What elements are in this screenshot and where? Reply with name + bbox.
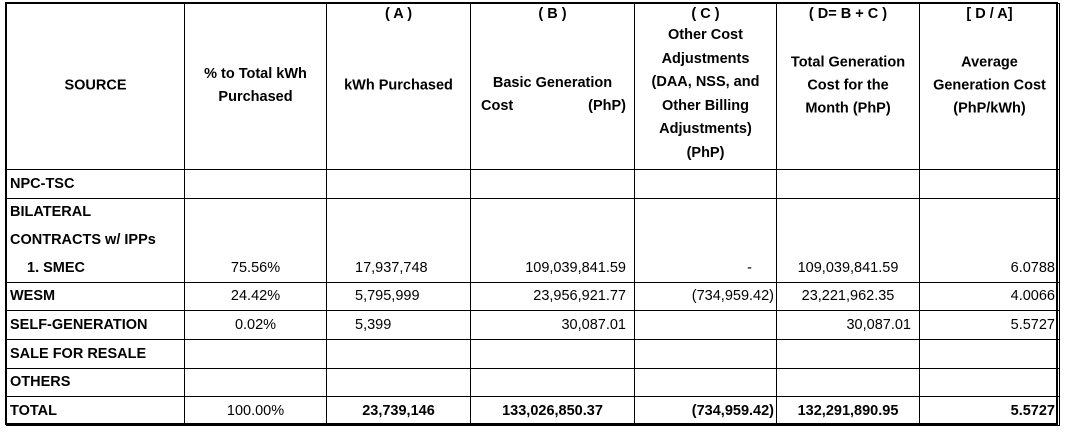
row-self-generation: SELF-GENERATION 0.02% 5,399 30,087.01 30… bbox=[6, 310, 1060, 340]
kwh-cell: 5,795,999 bbox=[326, 281, 471, 312]
kwh-cell: 23,739,146 bbox=[326, 396, 471, 426]
source-label: CONTRACTS w/ IPPs bbox=[6, 226, 185, 254]
row-wesm: WESM 24.42% 5,795,999 23,956,921.77 (734… bbox=[6, 281, 1060, 312]
generation-cost-table: SOURCE % to Total kWh Purchased ( A ) kW… bbox=[6, 3, 1060, 426]
row-sale-for-resale: SALE FOR RESALE bbox=[6, 338, 1060, 369]
avg-cost-cell: 5.5727 bbox=[919, 396, 1060, 426]
other-cost-cell bbox=[634, 310, 777, 340]
total-cost-cell: 30,087.01 bbox=[776, 310, 920, 340]
source-label: OTHERS bbox=[6, 367, 185, 398]
pct-cell: 75.56% bbox=[184, 253, 327, 283]
header-pct-total: % to Total kWh Purchased bbox=[184, 3, 327, 170]
total-cost-cell: 132,291,890.95 bbox=[776, 396, 920, 426]
header-total-generation-cost: ( D= B + C ) Total Generation Cost for t… bbox=[776, 3, 920, 170]
avg-cost-cell: 4.0066 bbox=[919, 281, 1060, 312]
basic-cost-cell: 30,087.01 bbox=[470, 310, 635, 340]
source-label: SELF-GENERATION bbox=[6, 310, 185, 340]
source-label: BILATERAL bbox=[6, 197, 185, 227]
header-source: SOURCE bbox=[6, 3, 185, 170]
avg-cost-cell: 5.5727 bbox=[919, 310, 1060, 340]
pct-cell: 0.02% bbox=[184, 310, 327, 340]
other-cost-cell: (734,959.42) bbox=[634, 281, 777, 312]
row-total: TOTAL 100.00% 23,739,146 133,026,850.37 … bbox=[6, 396, 1060, 426]
header-basic-generation-cost: ( B ) Basic Generation Cost (PhP) bbox=[470, 3, 635, 170]
kwh-cell: 5,399 bbox=[326, 310, 471, 340]
basic-cost-cell: 133,026,850.37 bbox=[470, 396, 635, 426]
other-cost-cell: (734,959.42) bbox=[634, 396, 777, 426]
total-cost-cell: 23,221,962.35 bbox=[776, 281, 920, 312]
total-cost-cell: 109,039,841.59 bbox=[776, 253, 920, 283]
header-other-cost-adjustments: ( C ) Other Cost Adjustments (DAA, NSS, … bbox=[634, 3, 777, 170]
row-others: OTHERS bbox=[6, 367, 1060, 398]
source-label: 1. SMEC bbox=[6, 253, 185, 283]
avg-cost-cell: 6.0788 bbox=[919, 253, 1060, 283]
pct-cell: 100.00% bbox=[184, 396, 327, 426]
row-npc-tsc: NPC-TSC bbox=[6, 168, 1060, 199]
basic-cost-cell: 109,039,841.59 bbox=[470, 253, 635, 283]
row-bilateral-cont: CONTRACTS w/ IPPs bbox=[6, 226, 1060, 254]
row-bilateral: BILATERAL bbox=[6, 197, 1060, 227]
source-label: NPC-TSC bbox=[6, 168, 185, 199]
header-average-generation-cost: [ D / A] Average Generation Cost (PhP/kW… bbox=[919, 3, 1060, 170]
header-row: SOURCE % to Total kWh Purchased ( A ) kW… bbox=[6, 3, 1060, 170]
source-label: WESM bbox=[6, 281, 185, 312]
basic-cost-cell: 23,956,921.77 bbox=[470, 281, 635, 312]
pct-cell: 24.42% bbox=[184, 281, 327, 312]
source-label: TOTAL bbox=[6, 396, 185, 426]
row-smec: 1. SMEC 75.56% 17,937,748 109,039,841.59… bbox=[6, 253, 1060, 283]
other-cost-cell: - bbox=[634, 253, 777, 283]
header-kwh-purchased: ( A ) kWh Purchased bbox=[326, 3, 471, 170]
source-label: SALE FOR RESALE bbox=[6, 338, 185, 369]
kwh-cell: 17,937,748 bbox=[326, 253, 471, 283]
